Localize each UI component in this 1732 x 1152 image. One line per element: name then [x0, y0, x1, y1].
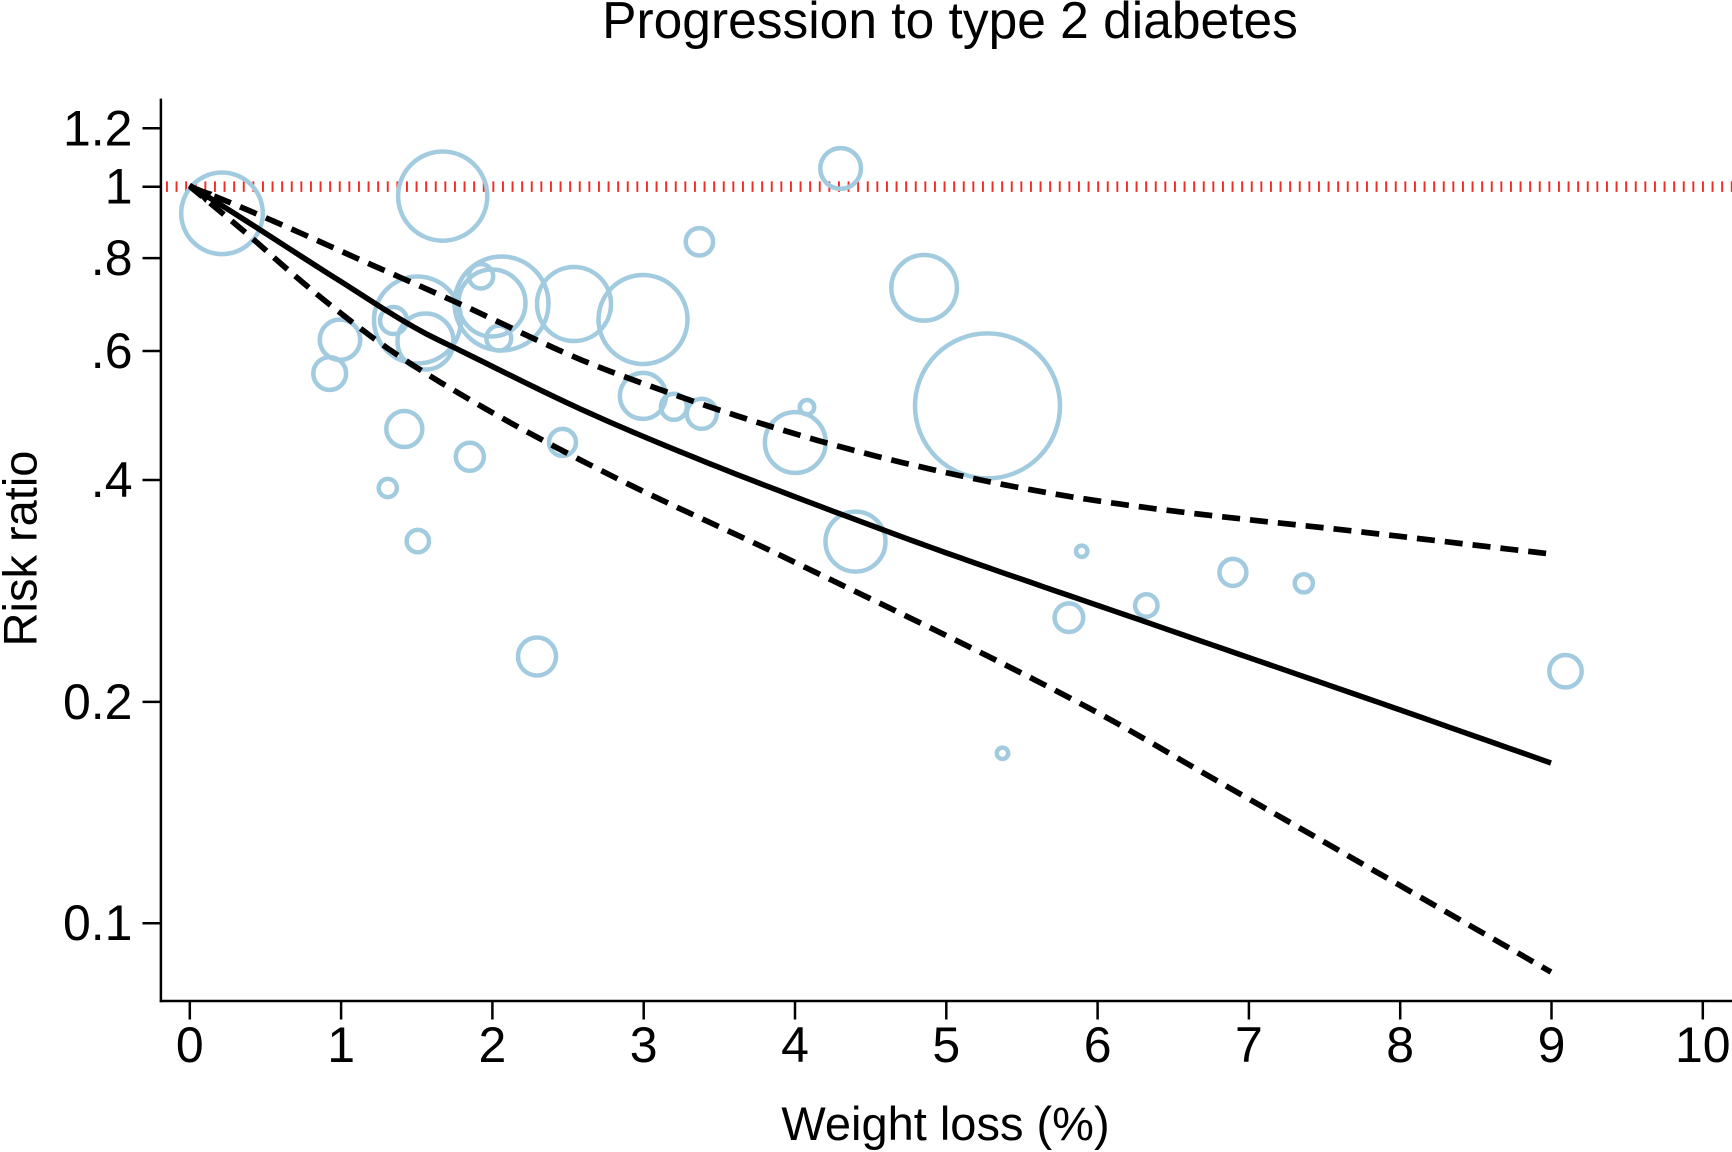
svg-text:1: 1 [327, 1017, 355, 1073]
svg-text:1.2: 1.2 [63, 100, 133, 156]
svg-text:Weight loss (%): Weight loss (%) [781, 1097, 1109, 1150]
svg-text:.6: .6 [91, 323, 133, 379]
svg-text:Progression to type 2 diabetes: Progression to type 2 diabetes [602, 0, 1298, 49]
svg-text:4: 4 [781, 1017, 809, 1073]
svg-text:8: 8 [1386, 1017, 1414, 1073]
svg-text:5: 5 [932, 1017, 960, 1073]
svg-text:2: 2 [478, 1017, 506, 1073]
svg-text:6: 6 [1084, 1017, 1112, 1073]
svg-text:.8: .8 [91, 230, 133, 286]
svg-text:Risk ratio: Risk ratio [0, 451, 47, 647]
svg-text:1: 1 [105, 159, 133, 215]
svg-text:3: 3 [630, 1017, 658, 1073]
svg-text:0.2: 0.2 [63, 674, 133, 730]
svg-text:.4: .4 [91, 452, 133, 508]
svg-text:0.1: 0.1 [63, 895, 133, 951]
svg-text:0: 0 [176, 1017, 204, 1073]
svg-text:10: 10 [1675, 1017, 1731, 1073]
svg-text:9: 9 [1538, 1017, 1566, 1073]
svg-text:7: 7 [1235, 1017, 1263, 1073]
